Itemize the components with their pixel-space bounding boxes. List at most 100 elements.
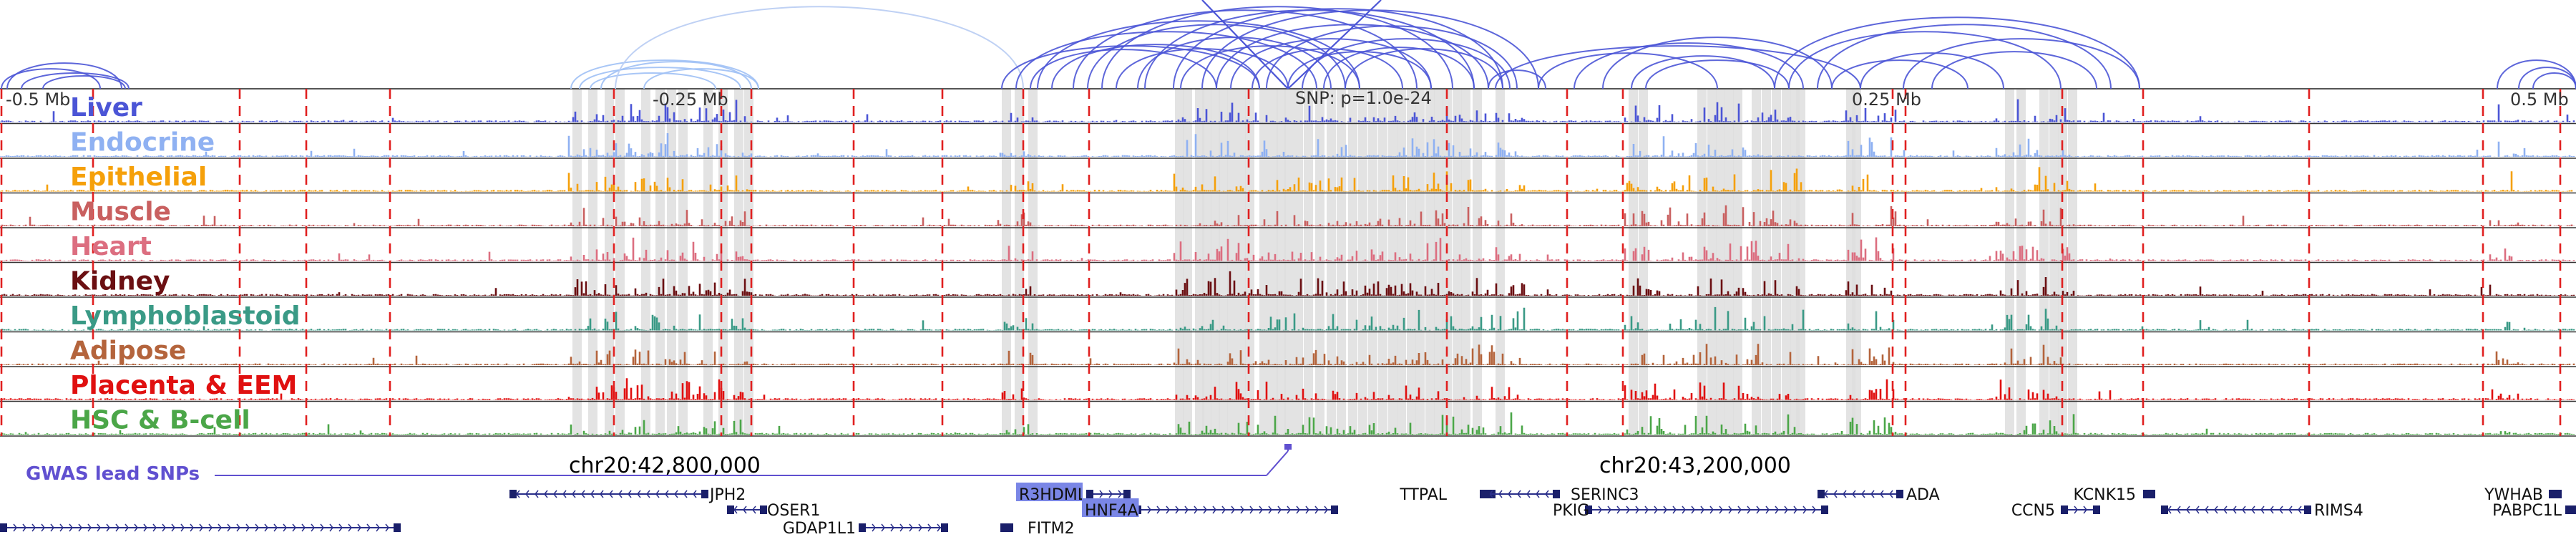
exon — [2143, 490, 2150, 498]
loop-arc — [590, 72, 716, 90]
signal-track-6 — [0, 306, 2575, 331]
strand-arrow — [590, 490, 595, 498]
strand-arrow — [338, 523, 343, 532]
strand-arrow — [918, 523, 922, 532]
loop-arc — [1287, 51, 1432, 90]
strand-arrow — [609, 490, 613, 498]
strand-arrow — [348, 523, 352, 532]
strand-arrow — [115, 523, 119, 532]
strand-arrow — [171, 523, 175, 532]
strand-arrow — [665, 490, 669, 498]
gene-label-serinc3: SERINC3 — [1571, 486, 1639, 504]
loop-arc — [615, 6, 1024, 90]
strand-arrow — [31, 523, 36, 532]
exon — [1821, 505, 1828, 514]
strand-arrow — [1203, 505, 1207, 514]
exon — [1006, 523, 1013, 532]
track-label-7: Adipose — [70, 337, 186, 366]
signal-track-2 — [0, 167, 2573, 192]
exon — [2569, 505, 2576, 514]
loop-arc — [1631, 55, 1775, 90]
signal-track-4 — [0, 237, 2575, 261]
exon — [509, 490, 517, 498]
strand-arrow — [2195, 505, 2200, 514]
strand-arrow — [927, 523, 932, 532]
strand-arrow — [674, 490, 678, 498]
strand-arrow — [97, 523, 101, 532]
signal-track-1 — [0, 133, 2575, 157]
strand-arrow — [311, 523, 315, 532]
strand-arrow — [872, 523, 876, 532]
strand-arrow — [2083, 505, 2087, 514]
exon — [1331, 505, 1338, 514]
strand-arrow — [1296, 505, 1300, 514]
exon — [1086, 490, 1093, 498]
strand-arrow — [1277, 505, 1282, 514]
strand-arrow — [366, 523, 371, 532]
loop-arc — [1538, 52, 1718, 90]
strand-arrow — [283, 523, 287, 532]
strand-arrow — [1598, 505, 1602, 514]
loop-arc — [1230, 38, 1432, 90]
strand-arrow — [743, 505, 747, 514]
loop-arc — [2532, 72, 2576, 90]
strand-arrow — [1880, 490, 1884, 498]
strand-arrow — [1691, 505, 1695, 514]
strand-arrow — [1099, 490, 1103, 498]
strand-arrow — [1784, 505, 1788, 514]
strand-arrow — [143, 523, 147, 532]
strand-arrow — [618, 490, 623, 498]
exon — [701, 490, 708, 498]
strand-arrow — [87, 523, 92, 532]
strand-arrow — [190, 523, 194, 532]
loop-arc — [1931, 51, 2097, 90]
strand-arrow — [218, 523, 222, 532]
gene-label-ada: ADA — [1906, 486, 1940, 504]
strand-arrow — [1626, 505, 1630, 514]
strand-arrow — [357, 523, 361, 532]
exon — [2061, 505, 2068, 514]
strand-arrow — [2205, 505, 2209, 514]
strand-arrow — [1775, 505, 1779, 514]
exon — [1123, 490, 1131, 498]
track-label-1: Endocrine — [70, 128, 215, 158]
strand-arrow — [2186, 505, 2190, 514]
strand-arrow — [1861, 490, 1865, 498]
exon — [2161, 505, 2168, 514]
track-frames — [0, 88, 2576, 437]
strand-arrow — [1147, 505, 1151, 514]
strand-arrow — [1231, 505, 1235, 514]
strand-arrow — [937, 523, 941, 532]
track-label-6: Lymphoblastoid — [70, 301, 301, 331]
strand-arrow — [1194, 505, 1198, 514]
strand-arrow — [581, 490, 585, 498]
loop-arc — [1015, 31, 1317, 90]
strand-arrow — [134, 523, 138, 532]
strand-arrow — [1166, 505, 1170, 514]
strand-arrow — [1852, 490, 1856, 498]
gene-label-ccn5: CCN5 — [2011, 502, 2055, 520]
exon — [2304, 505, 2311, 514]
track-label-0: Liver — [70, 93, 142, 122]
exon — [2093, 505, 2100, 514]
loop-arc — [1602, 37, 1833, 90]
strand-arrow — [292, 523, 296, 532]
strand-arrow — [106, 523, 110, 532]
exon — [2555, 490, 2562, 498]
strand-arrow — [2288, 505, 2293, 514]
strand-arrow — [535, 490, 539, 498]
signal-track-0 — [0, 99, 2575, 122]
loop-arc — [1037, 20, 1360, 90]
tick-label-minus-0-25: -0.25 Mb — [653, 90, 728, 110]
strand-arrow — [600, 490, 604, 498]
strand-arrow — [59, 523, 64, 532]
strand-arrow — [13, 523, 17, 532]
strand-arrow — [1737, 505, 1742, 514]
strand-arrow — [1812, 505, 1816, 514]
strand-arrow — [525, 490, 530, 498]
strand-arrow — [881, 523, 885, 532]
loop-arc — [1788, 31, 2062, 90]
gene-label-kcnk15: KCNK15 — [2074, 486, 2136, 504]
track-label-5: Kidney — [70, 267, 170, 296]
